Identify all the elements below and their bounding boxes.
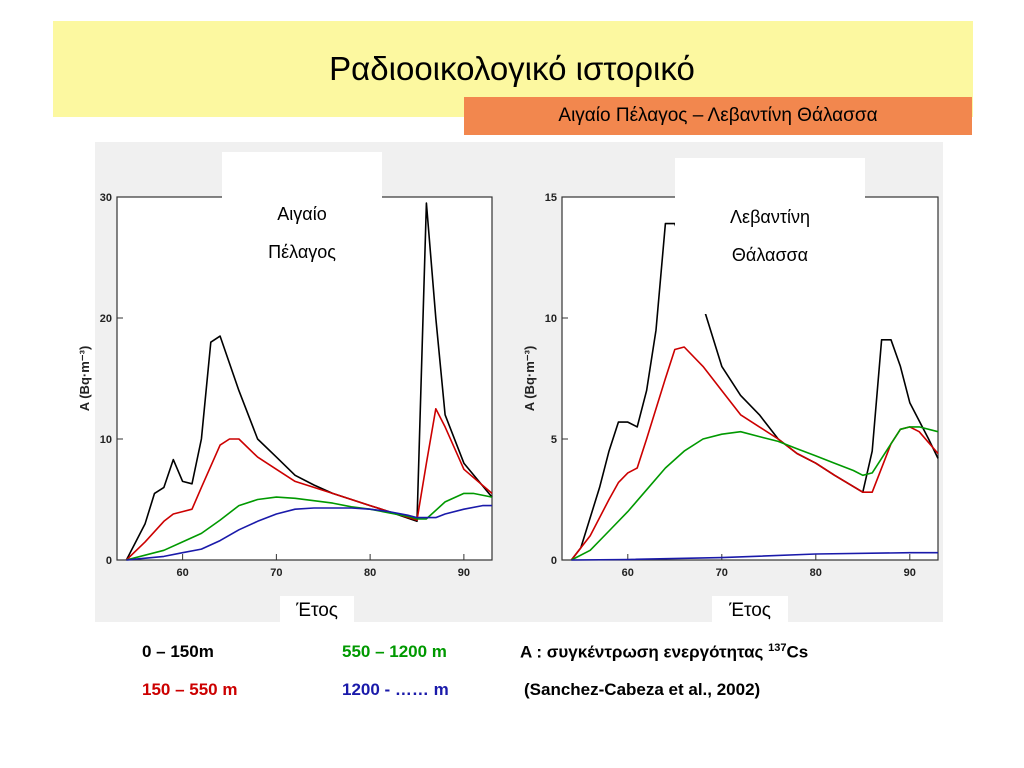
series-line-1-series_0_150 xyxy=(570,222,939,561)
legend-reference: (Sanchez-Cabeza et al., 2002) xyxy=(524,680,761,699)
series-line-0-series_0_150 xyxy=(125,202,493,561)
y-tick-label-0-1: 10 xyxy=(100,434,112,446)
slide-title: Ραδιοοικολογικό ιστορικό xyxy=(329,50,695,87)
x-tick-label-0-0: 60 xyxy=(177,567,189,579)
y-tick-label-0-0: 0 xyxy=(106,555,112,567)
legend-1200-plus: 1200 - …… m xyxy=(342,680,449,699)
region-label-aegean-line2: Πέλαγος xyxy=(268,242,336,262)
x-tick-label-1-1: 70 xyxy=(716,567,728,579)
y-tick-label-0-2: 20 xyxy=(100,313,112,325)
x-tick-label-0-3: 90 xyxy=(458,567,470,579)
y-tick-label-1-0: 0 xyxy=(551,555,557,567)
region-label-aegean-line1: Αιγαίο xyxy=(277,204,327,224)
activity-note-element: Cs xyxy=(786,642,809,662)
legend-550-1200: 550 – 1200 m xyxy=(342,642,447,661)
x-tick-label-0-2: 80 xyxy=(364,567,376,579)
y-tick-label-0-3: 30 xyxy=(100,192,112,204)
region-box-aegean: Αιγαίο Πέλαγος xyxy=(222,152,382,304)
region-label-levantine-line2: Θάλασσα xyxy=(731,245,809,265)
y-tick-label-1-1: 5 xyxy=(551,434,557,446)
x-axis-label-aegean: Έτος xyxy=(280,596,354,626)
series-line-0-series_550_1200 xyxy=(126,492,493,561)
series-line-1-series_550_1200 xyxy=(571,426,939,561)
y-tick-label-1-2: 10 xyxy=(545,313,557,325)
series-line-1-series_1200_plus xyxy=(571,551,938,561)
region-label-levantine-line1: Λεβαντίνη xyxy=(730,207,810,227)
series-line-0-series_1200_plus xyxy=(126,504,492,561)
x-tick-label-1-0: 60 xyxy=(622,567,634,579)
slide-subtitle: Αιγαίο Πέλαγος – Λεβαντίνη Θάλασσα xyxy=(464,97,972,135)
y-axis-label-1: A (Bq·m⁻³) xyxy=(522,346,537,412)
legend-0-150: 0 – 150m xyxy=(142,642,214,661)
y-tick-label-1-3: 15 xyxy=(545,192,557,204)
y-axis-label-0: A (Bq·m⁻³) xyxy=(77,346,92,412)
series-line-0-series_150_550 xyxy=(125,408,493,561)
x-tick-label-0-1: 70 xyxy=(270,567,282,579)
x-tick-label-1-2: 80 xyxy=(810,567,822,579)
activity-note-text: A : συγκέντρωση ενεργότητας xyxy=(520,642,769,662)
activity-note-isotope-mass: 137 xyxy=(768,642,787,654)
x-tick-label-1-3: 90 xyxy=(904,567,916,579)
region-box-levantine: Λεβαντίνη Θάλασσα xyxy=(675,158,865,314)
legend-150-550: 150 – 550 m xyxy=(142,680,238,699)
x-axis-label-levantine: Έτος xyxy=(712,596,788,626)
legend-activity-note: A : συγκέντρωση ενεργότητας 137Cs xyxy=(520,642,808,663)
